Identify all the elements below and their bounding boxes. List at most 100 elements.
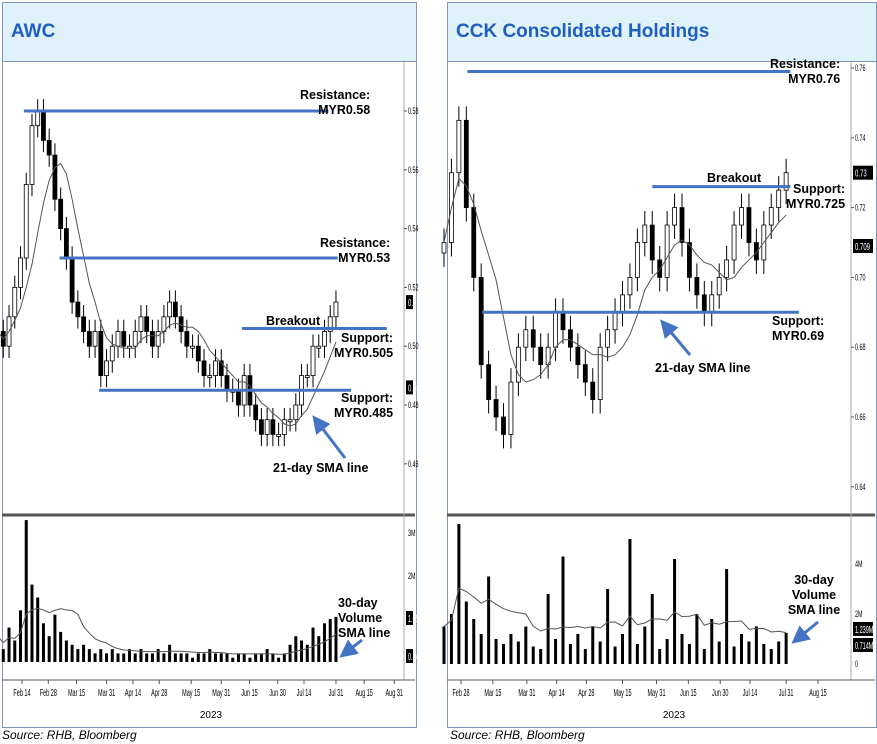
awc-x-tick-label: Jun 15 [241,687,258,698]
cck-candle [746,207,752,243]
awc-candle [138,316,144,332]
awc-volume-bar [150,653,154,662]
cck-volume-bar [621,634,624,664]
awc-candle [12,286,18,318]
awc-candle [213,360,218,376]
cck-header: CCK Consolidated Holdings [448,3,876,62]
awc-candle [322,331,327,347]
cck-candle [560,311,566,331]
cck-volume-bar [561,556,565,664]
cck-y-tick-label: 0.72 [855,202,865,213]
cck-chart: 0.76 0.74 0.72 0.70 0.68 0.66 0.64 4M 2M 0 Feb 28 M… [441,60,875,721]
cck-x-tick-label: Jul 31 [779,687,794,698]
awc-volume-bar [322,623,326,662]
awc-x-tick-label: Apr 14 [125,687,142,698]
awc-sup2-label: Support: MYR0.485 [334,391,394,420]
cck-volume-bar [554,639,558,664]
awc-volume-bar [300,640,304,662]
awc-candle [155,331,161,347]
cck-volume-tick-label: 2M [855,609,862,620]
cck-year-label: 2023 [663,710,686,721]
awc-candle [86,331,92,347]
awc-volume-bar [19,610,23,662]
cck-volume-bar [606,589,610,664]
cck-x-tick-label: Apr 14 [549,687,566,698]
cck-x-tick-label: Mar 15 [484,687,501,698]
cck-volume-bar [680,634,684,664]
awc-panel: AWC [2,2,417,728]
awc-volume-bar [317,636,321,662]
awc-x-tick-label: Mar 15 [68,687,85,698]
awc-vol-sma-label: 30-day Volume SMA line [338,596,391,640]
awc-candle [132,331,138,347]
cck-x-tick-label: Feb 28 [452,687,469,698]
awc-candle [46,139,52,156]
awc-candle [281,419,287,435]
awc-volume-bar [13,640,17,662]
awc-candle [52,154,58,200]
awc-candle [195,345,201,362]
cck-volume-flag [853,638,873,652]
cck-candle [716,276,722,296]
awc-candle [327,316,333,332]
awc-candle [41,110,46,141]
cck-candle [463,119,469,208]
awc-x-tick-label: May 15 [182,687,200,698]
cck-res-label: Resistance: MYR0.76 [770,57,841,86]
awc-volume-bar [162,653,166,662]
awc-volume-bar [242,653,246,662]
awc-chart: 0.58 0.56 0.54 0.52 0.50 0.48 0.46 3M 2M Feb 14 Fe… [0,60,427,721]
awc-candle [63,228,69,259]
cck-candle [553,311,558,348]
cck-volume-bar [449,614,453,664]
awc-volume-bar [139,649,143,662]
cck-volume-bar [568,644,572,664]
awc-candle [287,419,293,423]
awc-candle [29,125,35,185]
cck-volume-bar [576,634,580,664]
awc-candle [270,419,276,435]
awc-volume-bar [127,649,131,662]
awc-volume-bar [53,614,57,662]
awc-y-tick-label: 0.46 [408,458,418,469]
awc-candle [115,331,121,347]
awc-volume-bar [7,627,11,662]
awc-volume-bar [208,649,212,662]
cck-price-flag-label: 0.73 [855,168,867,179]
awc-candle [144,316,150,332]
awc-sma-line [0,162,337,427]
cck-candle [508,381,514,435]
awc-volume-bar [70,644,74,662]
cck-candle [701,294,707,313]
awc-candle [190,345,195,349]
cck-y-tick-label: 0.76 [855,63,865,74]
awc-candle [167,301,173,318]
cck-candle [634,242,640,278]
cck-x-tick-label: Jun 15 [680,687,697,698]
cck-volume-bar [643,626,647,664]
cck-candle [649,224,655,261]
awc-volume-bar [282,653,286,662]
cck-volume-bar [509,634,513,664]
cck-y-tick-label: 0.70 [855,272,865,283]
awc-x-tick-label: Mar 31 [98,687,115,698]
cck-candle [753,242,759,261]
awc-volume-flag-label: 0.247M [408,651,427,662]
awc-candle [207,375,213,379]
awc-volume-bar [116,653,120,662]
awc-candle [98,331,104,376]
awc-volume-bar [133,653,137,662]
awc-candle [178,316,184,332]
cck-x-tick-label: May 15 [613,687,631,698]
cck-price-flag [853,238,873,253]
cck-candle [523,329,529,348]
cck-y-tick-label: 0.68 [855,342,865,353]
awc-volume-bar [277,657,281,662]
cck-volume-flag-label: 1.239M [855,624,874,635]
cck-volume-bar [777,641,781,664]
cck-volume-bar [725,569,729,664]
awc-volume-bar [294,636,298,662]
awc-candle [35,110,41,127]
awc-candle [81,316,86,332]
